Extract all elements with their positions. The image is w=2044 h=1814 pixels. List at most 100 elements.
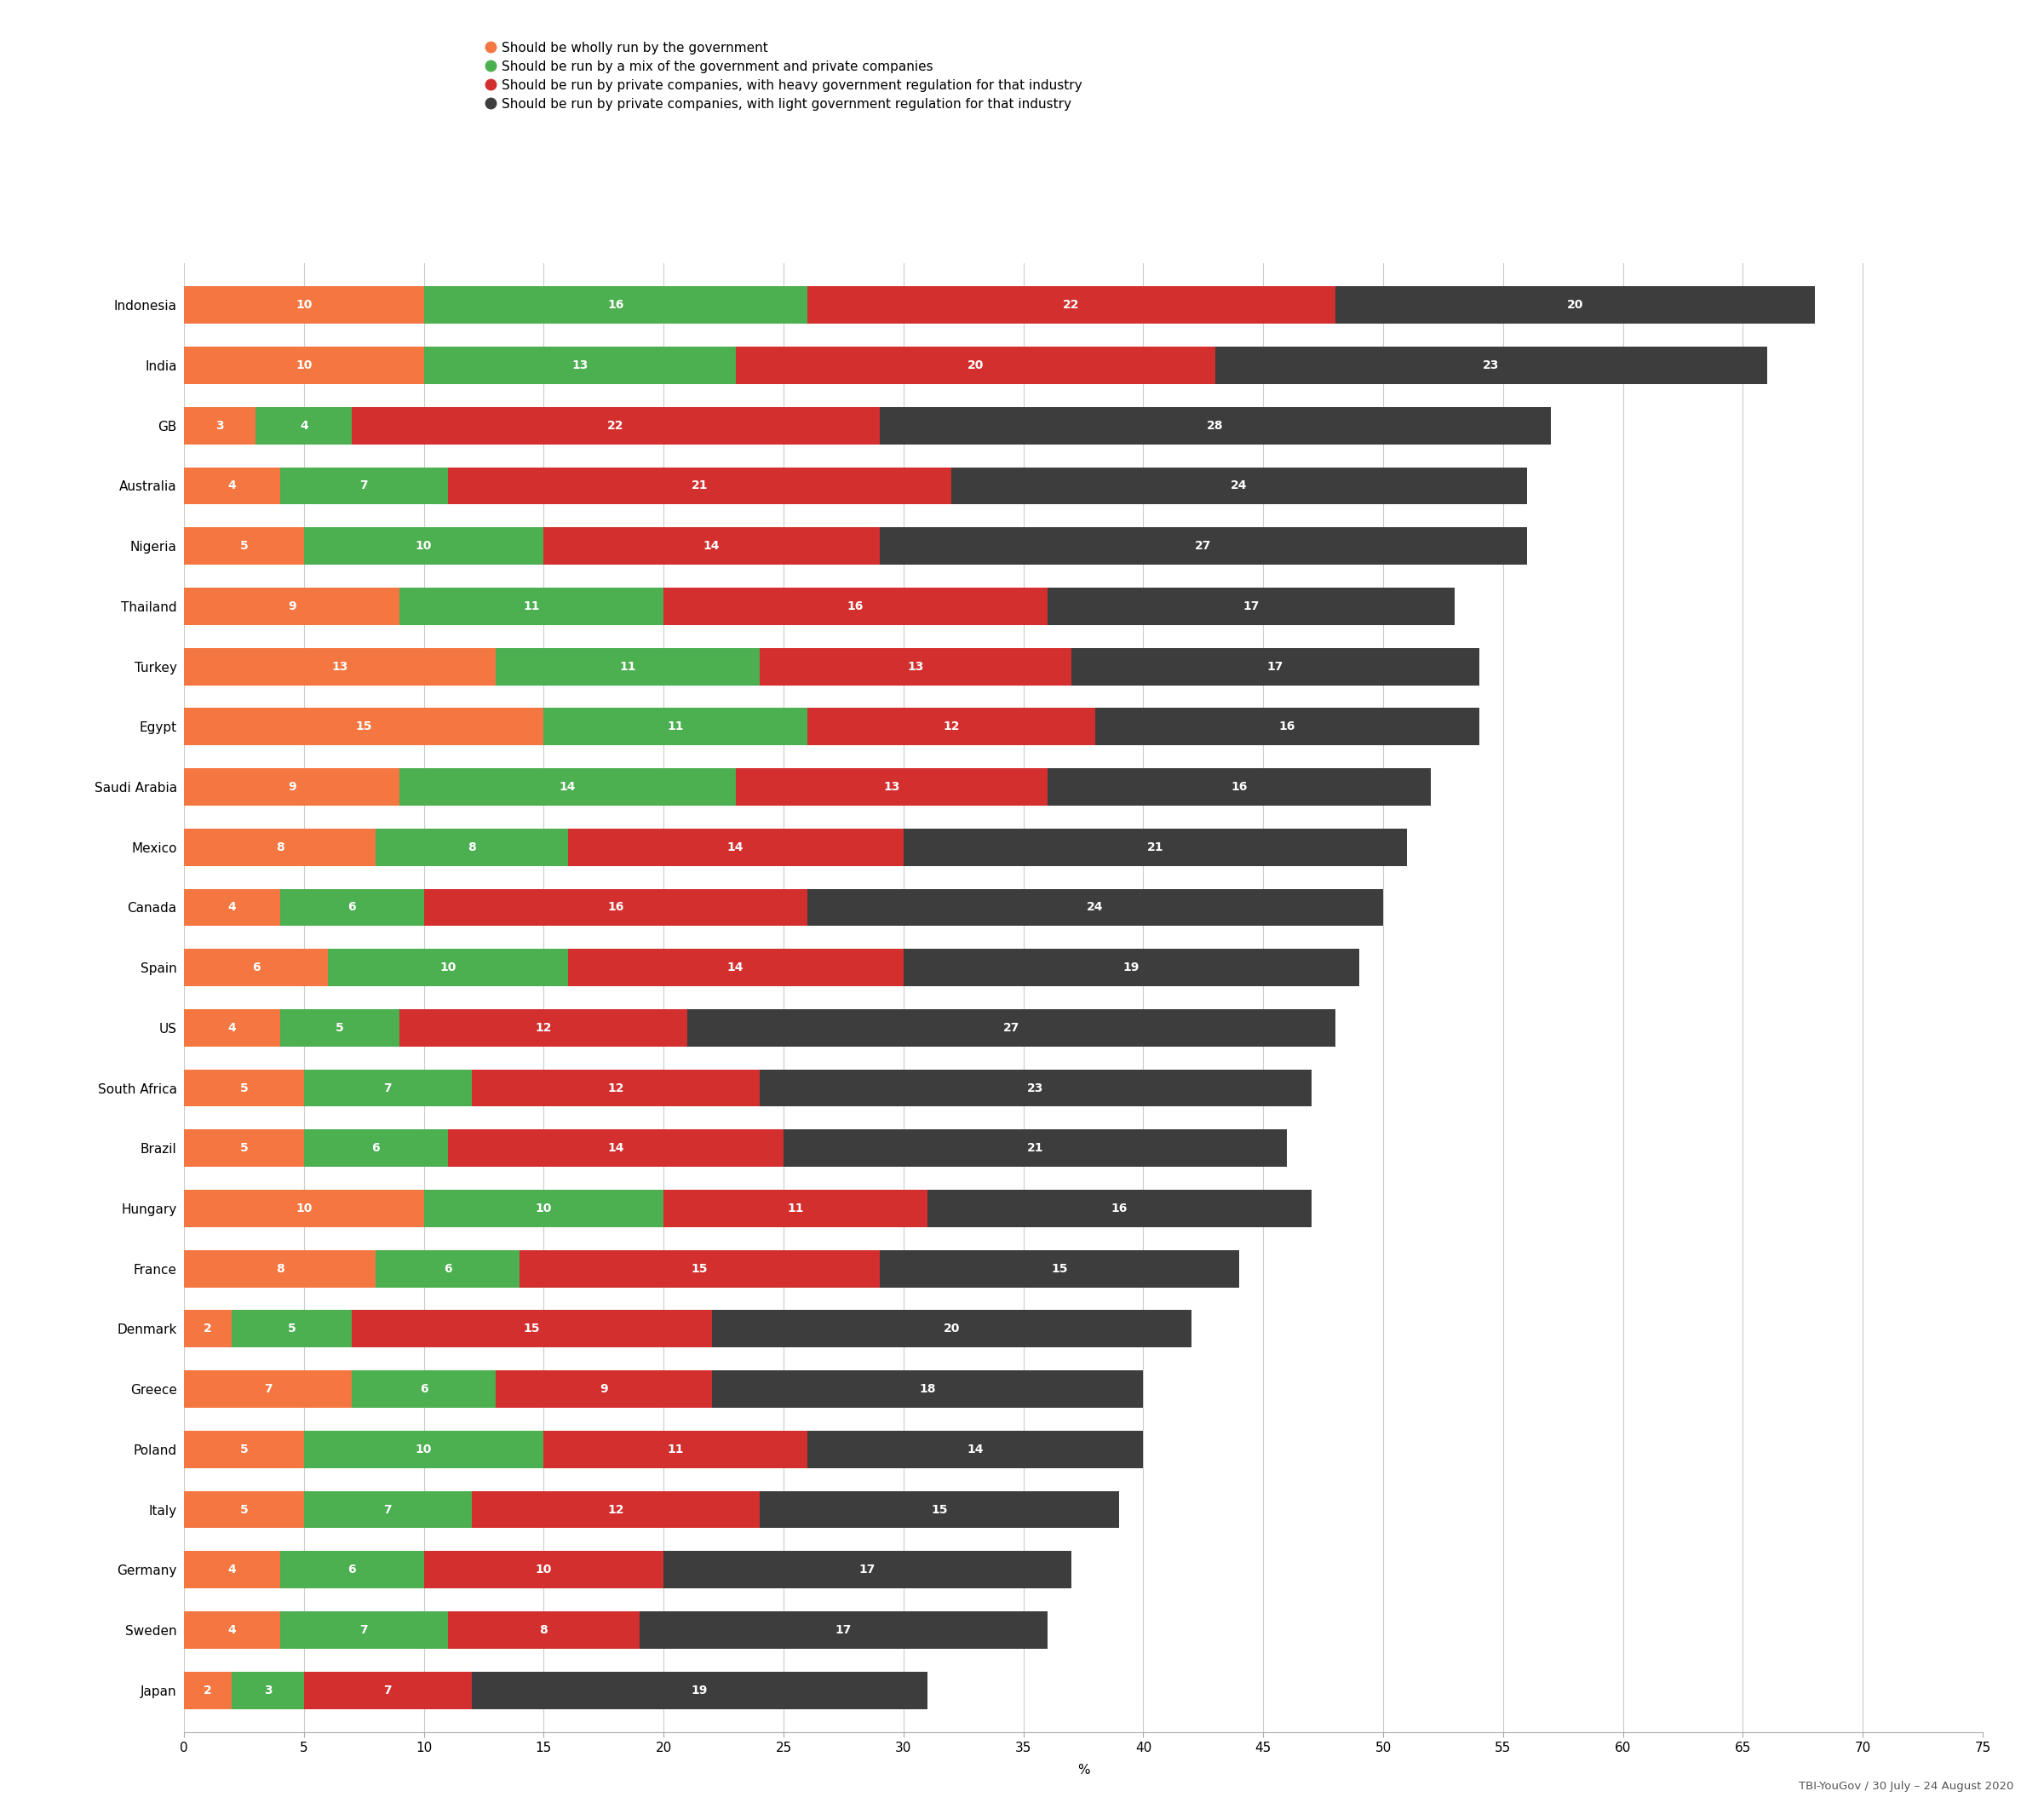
Bar	[711, 1370, 1143, 1408]
Bar	[280, 468, 448, 504]
Bar	[184, 1070, 305, 1107]
Text: 18: 18	[920, 1382, 936, 1395]
Text: 10: 10	[415, 541, 431, 551]
Bar	[184, 769, 401, 805]
Text: 11: 11	[523, 600, 540, 613]
Text: 12: 12	[607, 1083, 623, 1094]
Text: 17: 17	[836, 1624, 852, 1636]
Text: 9: 9	[288, 600, 296, 613]
Bar	[736, 346, 1216, 385]
Bar	[736, 769, 1047, 805]
Text: 27: 27	[1004, 1021, 1020, 1034]
Bar	[305, 528, 544, 564]
Bar	[256, 406, 352, 444]
Bar	[1047, 588, 1455, 626]
Bar	[305, 1070, 472, 1107]
Text: 14: 14	[728, 961, 744, 974]
X-axis label: %: %	[1077, 1763, 1089, 1776]
Bar	[401, 588, 664, 626]
Bar	[497, 648, 760, 686]
Text: 2: 2	[204, 1683, 213, 1696]
Bar	[664, 588, 1047, 626]
Text: 5: 5	[239, 1504, 247, 1515]
Bar	[184, 1190, 423, 1226]
Bar	[184, 528, 305, 564]
Bar	[401, 1009, 687, 1047]
Text: 15: 15	[356, 720, 372, 733]
Text: 8: 8	[276, 1263, 284, 1275]
Bar	[1071, 648, 1480, 686]
Text: 9: 9	[599, 1382, 607, 1395]
Bar	[376, 829, 568, 865]
Bar	[1096, 707, 1480, 746]
Bar	[497, 1370, 711, 1408]
Bar	[903, 949, 1359, 987]
Text: 4: 4	[227, 481, 235, 492]
Bar	[184, 1250, 376, 1288]
Text: 4: 4	[227, 1564, 235, 1576]
Text: 10: 10	[296, 359, 313, 372]
Bar	[352, 1370, 497, 1408]
Bar	[879, 1250, 1239, 1288]
Bar	[184, 829, 376, 865]
Text: 17: 17	[858, 1564, 875, 1576]
Bar	[327, 949, 568, 987]
Bar	[472, 1671, 928, 1709]
Bar	[1216, 346, 1766, 385]
Bar	[1335, 287, 1815, 325]
Text: 12: 12	[607, 1504, 623, 1515]
Text: 20: 20	[967, 359, 983, 372]
Text: 10: 10	[536, 1203, 552, 1214]
Text: 15: 15	[523, 1322, 540, 1335]
Text: 5: 5	[239, 1444, 247, 1455]
Bar	[184, 346, 423, 385]
Bar	[664, 1190, 928, 1226]
Text: 7: 7	[384, 1683, 392, 1696]
Bar	[184, 588, 401, 626]
Bar	[184, 468, 280, 504]
Text: 6: 6	[444, 1263, 452, 1275]
Bar	[231, 1310, 352, 1348]
Bar	[544, 528, 879, 564]
Bar	[519, 1250, 879, 1288]
Bar	[305, 1431, 544, 1468]
Bar	[423, 1190, 664, 1226]
Text: 21: 21	[1026, 1143, 1044, 1154]
Text: 15: 15	[691, 1263, 707, 1275]
Bar	[640, 1611, 1047, 1649]
Bar	[903, 829, 1406, 865]
Text: 7: 7	[384, 1083, 392, 1094]
Text: 24: 24	[1230, 481, 1247, 492]
Text: TBI-YouGov / 30 July – 24 August 2020: TBI-YouGov / 30 July – 24 August 2020	[1799, 1781, 2013, 1792]
Bar	[879, 406, 1551, 444]
Bar	[568, 829, 903, 865]
Text: 12: 12	[536, 1021, 552, 1034]
Bar	[184, 707, 544, 746]
Bar	[807, 1431, 1143, 1468]
Text: 3: 3	[264, 1683, 272, 1696]
Bar	[184, 1611, 280, 1649]
Bar	[423, 889, 807, 925]
Text: 7: 7	[360, 1624, 368, 1636]
Text: 28: 28	[1206, 419, 1224, 432]
Bar	[807, 889, 1384, 925]
Text: 6: 6	[251, 961, 260, 974]
Text: 6: 6	[419, 1382, 427, 1395]
Text: 10: 10	[296, 1203, 313, 1214]
Text: 5: 5	[239, 1083, 247, 1094]
Bar	[423, 1551, 664, 1589]
Text: 15: 15	[932, 1504, 948, 1515]
Text: 7: 7	[264, 1382, 272, 1395]
Text: 6: 6	[347, 1564, 356, 1576]
Bar	[423, 346, 736, 385]
Text: 7: 7	[360, 481, 368, 492]
Bar	[664, 1551, 1071, 1589]
Text: 14: 14	[703, 541, 719, 551]
Text: 14: 14	[728, 842, 744, 853]
Bar	[448, 1611, 640, 1649]
Text: 16: 16	[607, 299, 623, 312]
Text: 10: 10	[536, 1564, 552, 1576]
Text: 10: 10	[415, 1444, 431, 1455]
Bar	[760, 648, 1071, 686]
Bar	[184, 287, 423, 325]
